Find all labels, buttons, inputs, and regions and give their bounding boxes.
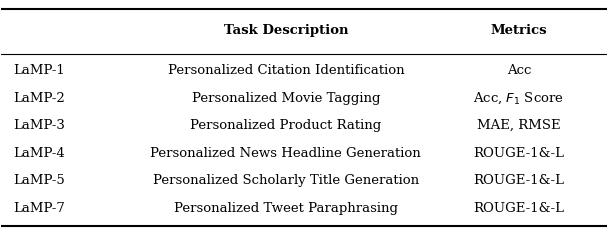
Text: Acc, $F_1$ Score: Acc, $F_1$ Score: [474, 90, 564, 106]
Text: Personalized Citation Identification: Personalized Citation Identification: [168, 64, 404, 77]
Text: LaMP-7: LaMP-7: [13, 202, 66, 215]
Text: LaMP-2: LaMP-2: [13, 91, 65, 105]
Text: Personalized Tweet Paraphrasing: Personalized Tweet Paraphrasing: [174, 202, 398, 215]
Text: LaMP-1: LaMP-1: [13, 64, 65, 77]
Text: Personalized Product Rating: Personalized Product Rating: [190, 119, 381, 132]
Text: Personalized Movie Tagging: Personalized Movie Tagging: [192, 91, 380, 105]
Text: Task Description: Task Description: [224, 24, 348, 37]
Text: Personalized News Headline Generation: Personalized News Headline Generation: [150, 147, 421, 159]
Text: ROUGE-1&-L: ROUGE-1&-L: [474, 147, 564, 159]
Text: ROUGE-1&-L: ROUGE-1&-L: [474, 202, 564, 215]
Text: Acc: Acc: [506, 64, 531, 77]
Text: Personalized Scholarly Title Generation: Personalized Scholarly Title Generation: [153, 174, 419, 187]
Text: LaMP-5: LaMP-5: [13, 174, 65, 187]
Text: LaMP-3: LaMP-3: [13, 119, 66, 132]
Text: ROUGE-1&-L: ROUGE-1&-L: [474, 174, 564, 187]
Text: Metrics: Metrics: [491, 24, 547, 37]
Text: LaMP-4: LaMP-4: [13, 147, 65, 159]
Text: MAE, RMSE: MAE, RMSE: [477, 119, 561, 132]
